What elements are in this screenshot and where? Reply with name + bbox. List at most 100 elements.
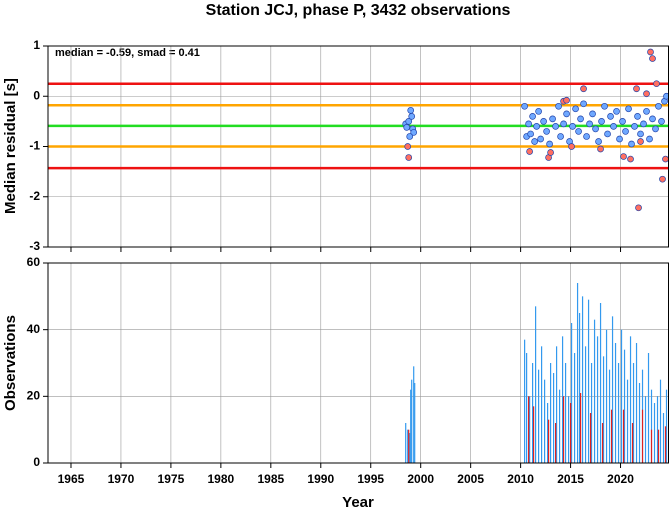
bar — [405, 423, 407, 463]
point — [540, 118, 547, 125]
y-axis-label: Observations — [2, 315, 19, 411]
point — [525, 120, 532, 128]
bar — [411, 379, 413, 463]
chart-title: Station JCJ, phase P, 3432 observations — [206, 2, 511, 19]
point — [403, 124, 411, 131]
bar — [538, 369, 540, 463]
bar — [581, 296, 584, 463]
y-tick-label: 40 — [27, 322, 41, 336]
bar — [593, 319, 596, 463]
point — [643, 90, 650, 98]
bar — [532, 363, 534, 463]
bar — [410, 389, 412, 463]
point — [586, 120, 593, 128]
bar — [409, 433, 411, 463]
point — [404, 143, 412, 150]
bar — [638, 383, 641, 463]
point — [658, 118, 665, 125]
bar — [564, 363, 567, 463]
bar — [407, 429, 409, 463]
y-tick-label: -2 — [29, 189, 40, 203]
bar — [635, 343, 638, 463]
point — [563, 96, 570, 104]
point — [598, 118, 605, 125]
bar — [413, 366, 415, 463]
bar — [632, 363, 635, 463]
point — [659, 175, 666, 183]
bar — [657, 429, 660, 463]
x-tick-label: 1985 — [257, 472, 284, 486]
bar — [524, 339, 526, 463]
y-tick-label: -1 — [29, 139, 40, 153]
point — [521, 102, 528, 110]
x-tick-label: 1980 — [208, 472, 235, 486]
point — [635, 204, 642, 212]
bar — [617, 363, 620, 463]
bar — [629, 336, 632, 463]
point — [652, 125, 659, 133]
point — [601, 102, 608, 110]
y-tick-label: 20 — [27, 389, 41, 403]
bar — [599, 303, 602, 463]
bar — [567, 396, 570, 463]
point — [634, 112, 641, 120]
point — [592, 125, 599, 133]
bar — [414, 383, 416, 463]
bar — [555, 346, 558, 463]
bar — [647, 353, 650, 463]
point — [616, 135, 623, 143]
bar — [656, 396, 659, 463]
bar — [650, 389, 653, 463]
point — [583, 133, 590, 140]
bar — [573, 353, 576, 463]
bar — [596, 336, 599, 463]
bar — [641, 409, 644, 463]
point — [627, 155, 634, 163]
point — [655, 102, 662, 110]
bar — [578, 313, 581, 463]
bar — [602, 356, 605, 463]
bar — [549, 363, 552, 463]
point — [604, 130, 611, 138]
x-axis-label: Year — [342, 494, 374, 511]
x-tick-label: 2005 — [457, 472, 484, 486]
bar — [408, 429, 410, 463]
plot-frame — [47, 262, 669, 464]
point — [597, 145, 604, 153]
bar — [664, 426, 667, 463]
bar — [535, 306, 537, 463]
bar — [529, 396, 531, 463]
bar — [528, 396, 530, 463]
point — [637, 130, 644, 138]
x-tick-label: 1995 — [357, 472, 384, 486]
point — [633, 85, 640, 93]
point — [620, 153, 627, 160]
bar — [552, 373, 555, 463]
point — [662, 155, 669, 163]
bar — [610, 409, 613, 463]
point — [527, 130, 534, 138]
point — [563, 110, 570, 118]
bar — [533, 406, 535, 463]
x-tick-label: 2015 — [557, 472, 584, 486]
bar — [526, 353, 528, 463]
x-tick-label: 2010 — [507, 472, 534, 486]
point — [580, 100, 587, 108]
bar — [611, 316, 614, 463]
x-tick-label: 1990 — [307, 472, 334, 486]
point — [613, 107, 620, 115]
point — [607, 112, 614, 120]
bar — [590, 363, 593, 463]
y-tick-label: 1 — [33, 38, 40, 52]
point — [572, 105, 579, 113]
point — [546, 140, 553, 148]
bar — [554, 423, 557, 463]
point — [646, 135, 653, 143]
y-tick-label: 60 — [27, 255, 41, 269]
point — [649, 115, 656, 123]
bar — [579, 393, 582, 463]
point — [663, 92, 669, 100]
y-axis-label: Median residual [s] — [2, 78, 19, 214]
x-tick-label: 2020 — [607, 472, 634, 486]
